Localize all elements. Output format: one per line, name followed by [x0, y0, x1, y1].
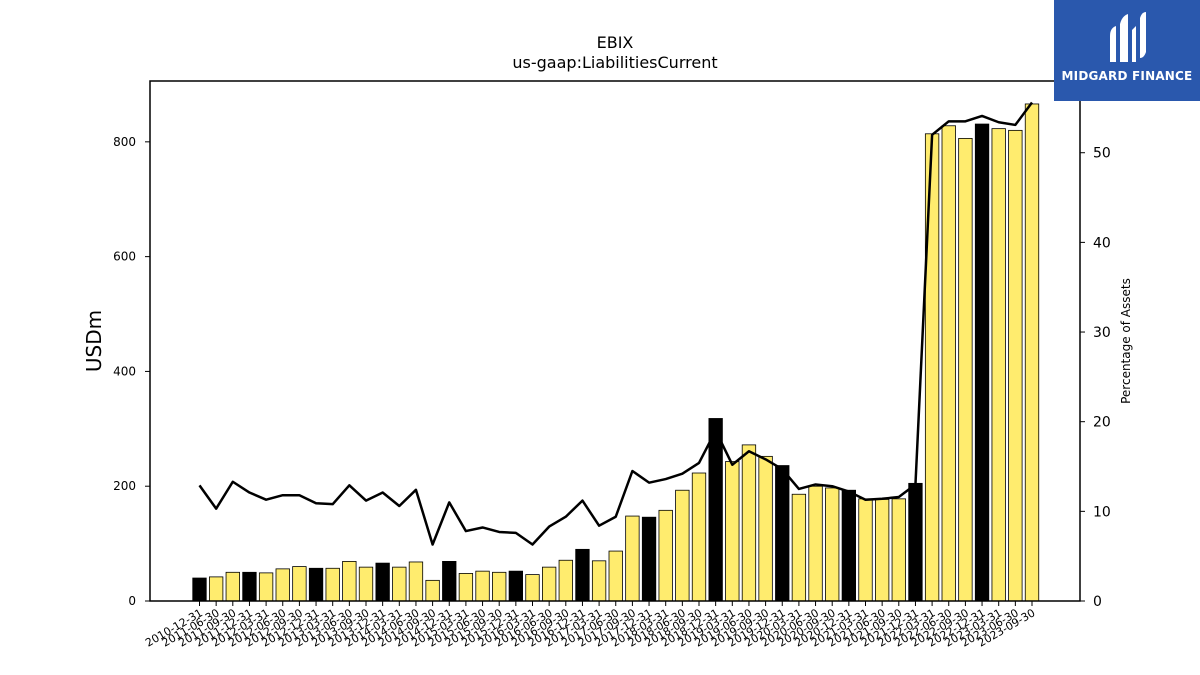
- bar-2014-06-30: [408, 561, 424, 602]
- bar-2020-12-31: [841, 489, 856, 602]
- bar-2016-12-31: [575, 548, 590, 602]
- bar-2015-09-30: [492, 571, 507, 602]
- x-axis: 2010-12-312011-06-302011-09-302011-12-31…: [143, 601, 1038, 650]
- bar-2019-09-30: [758, 455, 773, 602]
- y2-tick-label: 0: [1093, 594, 1102, 610]
- bar-2022-03-31: [924, 133, 940, 602]
- bar-2016-06-30: [542, 566, 557, 602]
- bar-2014-09-30: [425, 579, 440, 602]
- bar-2022-12-31: [974, 123, 990, 602]
- bar-2013-06-30: [342, 561, 357, 602]
- y-tick-label: 0: [128, 594, 136, 608]
- logo-text: MIDGARD FINANCE: [1061, 69, 1193, 83]
- bar-2012-06-30: [275, 568, 290, 602]
- bar-2018-12-31: [708, 418, 723, 602]
- right-y-axis: 0 10 20 30 40 50: [1080, 146, 1111, 610]
- bar-2011-12-31: [242, 571, 257, 602]
- bar-2018-03-31: [658, 509, 673, 602]
- bar-2019-03-31: [725, 461, 740, 602]
- bar-2016-03-31: [525, 574, 540, 602]
- bar-group: [192, 103, 1040, 602]
- percentage-of-assets-line: [198, 101, 1034, 546]
- bar-2015-06-30: [475, 570, 490, 602]
- y2-tick-label: 20: [1093, 415, 1111, 431]
- y-tick-label: 400: [113, 364, 136, 378]
- bar-2017-03-31: [591, 560, 607, 602]
- bar-2018-06-30: [675, 489, 690, 602]
- bar-2020-03-31: [791, 493, 807, 602]
- y2-tick-label: 40: [1093, 235, 1111, 251]
- y2-axis-label: Percentage of Assets: [1119, 278, 1133, 404]
- bar-2013-09-30: [358, 566, 374, 602]
- bar-2010-12-31: [192, 577, 207, 602]
- bar-2021-12-31: [908, 482, 923, 602]
- bar-2021-06-30: [875, 499, 890, 602]
- bar-2012-03-31: [258, 572, 274, 602]
- y2-tick-label: 50: [1093, 146, 1111, 162]
- bar-2023-03-31: [991, 128, 1006, 602]
- bar-2013-12-31: [375, 562, 390, 602]
- bar-2021-03-31: [858, 498, 873, 602]
- bar-2017-12-31: [641, 516, 657, 602]
- bar-2016-09-30: [558, 559, 573, 602]
- bar-2017-09-30: [625, 515, 640, 602]
- y-tick-label: 200: [113, 479, 136, 493]
- bar-2014-12-31: [442, 561, 457, 602]
- y2-tick-label: 10: [1093, 504, 1111, 520]
- bar-2012-09-30: [292, 566, 307, 602]
- brand-logo: MIDGARD FINANCE: [1054, 0, 1200, 101]
- bar-2011-09-30: [225, 571, 240, 602]
- y2-tick-label: 30: [1093, 325, 1111, 341]
- percentage-line-group: [198, 101, 1034, 546]
- bar-2015-03-31: [458, 573, 474, 602]
- bar-2021-09-30: [891, 498, 906, 602]
- y-axis-label: USDm: [82, 310, 106, 372]
- bar-2022-06-30: [941, 125, 956, 602]
- bar-2022-09-30: [958, 137, 973, 602]
- bar-2011-06-30: [208, 576, 224, 602]
- left-y-axis: 0 200 400 600 800: [113, 135, 150, 608]
- y-tick-label: 600: [113, 250, 136, 264]
- bar-2023-06-30: [1008, 129, 1023, 602]
- bar-2018-09-30: [691, 472, 707, 602]
- bar-2019-12-31: [775, 465, 790, 602]
- plot-frame: [149, 80, 1081, 602]
- bar-2017-06-30: [608, 550, 623, 602]
- chart-subtitle: us-gaap:LiabilitiesCurrent: [512, 53, 717, 72]
- bar-2012-12-31: [308, 567, 324, 602]
- bar-2023-09-30: [1024, 103, 1040, 602]
- bar-2019-06-30: [741, 444, 757, 602]
- bar-2015-12-31: [508, 570, 524, 602]
- bar-2020-09-30: [825, 487, 840, 602]
- midgard-logo-icon: [1110, 12, 1146, 62]
- chart-title: EBIX: [597, 33, 634, 52]
- bar-2020-06-30: [808, 485, 823, 602]
- y-tick-label: 800: [113, 135, 136, 149]
- bar-2014-03-31: [392, 566, 407, 602]
- bar-2013-03-31: [325, 567, 340, 602]
